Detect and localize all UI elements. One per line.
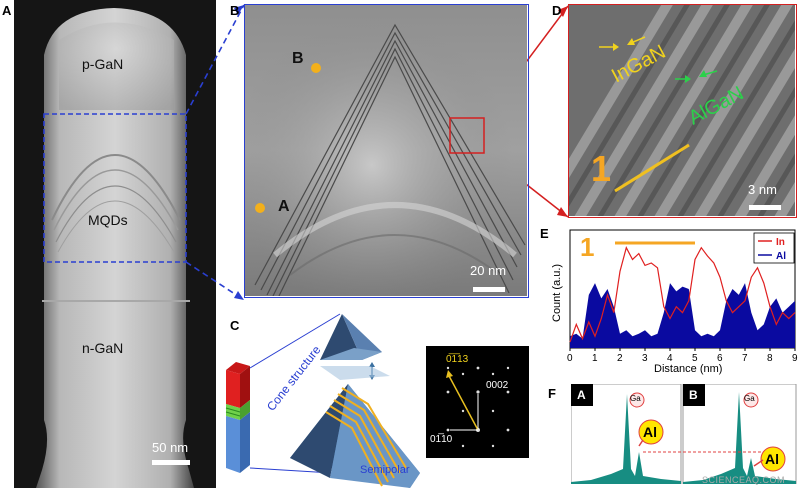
x-tick-label: 8 bbox=[767, 353, 773, 364]
ga-label-a: Ga bbox=[630, 394, 641, 403]
watermark: SCIENCEAQ.COM bbox=[702, 475, 786, 485]
x-tick-label: 7 bbox=[742, 353, 748, 364]
panel-b-scale-label: 20 nm bbox=[470, 263, 507, 278]
panel-a-label: A bbox=[2, 3, 12, 18]
panel-a-scale-label: 50 nm bbox=[152, 440, 189, 455]
panel-f-label: F bbox=[548, 386, 556, 401]
ga-label-b: Ga bbox=[744, 394, 755, 403]
panel-d-label: D bbox=[552, 3, 562, 18]
x-tick-label: 9 bbox=[792, 353, 798, 364]
legend-in: In bbox=[776, 237, 785, 248]
x-tick-label: 3 bbox=[642, 353, 648, 364]
panel-b-label: B bbox=[230, 3, 240, 18]
x-axis-label: Distance (nm) bbox=[654, 363, 722, 375]
diffraction-label-0113: 0̅1̅13 bbox=[446, 354, 469, 365]
label-ngan: n-GaN bbox=[82, 340, 124, 356]
y-axis-label: Count (a.u.) bbox=[551, 264, 563, 322]
x-tick-label: 2 bbox=[617, 353, 623, 364]
x-tick-label: 4 bbox=[667, 353, 673, 364]
x-tick-label: 0 bbox=[567, 353, 573, 364]
panel-d-scale-label: 3 nm bbox=[748, 182, 777, 197]
label-pgan: p-GaN bbox=[82, 56, 124, 72]
panel-f-spectra bbox=[571, 384, 797, 484]
x-tick-label: 5 bbox=[692, 353, 698, 364]
point-a-label: A bbox=[278, 198, 290, 215]
point-b-label: B bbox=[292, 50, 304, 67]
al-label-a: Al bbox=[643, 424, 657, 440]
panel-e-label: E bbox=[540, 226, 549, 241]
panel-c-label: C bbox=[230, 318, 240, 333]
diffraction-label-0002: 0002 bbox=[486, 380, 509, 391]
spectrum-a-label: A bbox=[577, 388, 586, 402]
panel-c-schematic bbox=[220, 308, 420, 488]
label-mqds: MQDs bbox=[88, 212, 128, 228]
profile-mark-label: 1 bbox=[580, 232, 594, 262]
semipolar-label: Semipolar bbox=[360, 464, 410, 476]
legend bbox=[753, 232, 795, 264]
series-al-area bbox=[570, 283, 795, 348]
x-tick-label: 6 bbox=[717, 353, 723, 364]
diffraction-label-0110: 01̅10 bbox=[430, 434, 453, 445]
panel-b-image bbox=[244, 4, 529, 298]
diffraction-pattern bbox=[426, 346, 529, 458]
panel-a-image bbox=[14, 0, 216, 488]
series-in-line bbox=[569, 246, 796, 343]
x-tick-label: 1 bbox=[592, 353, 598, 364]
legend-al: Al bbox=[776, 251, 786, 262]
line-1-label: 1 bbox=[591, 148, 612, 189]
spectrum-b-label: B bbox=[689, 388, 698, 402]
panel-d-image bbox=[568, 4, 797, 218]
al-label-b: Al bbox=[765, 451, 779, 467]
